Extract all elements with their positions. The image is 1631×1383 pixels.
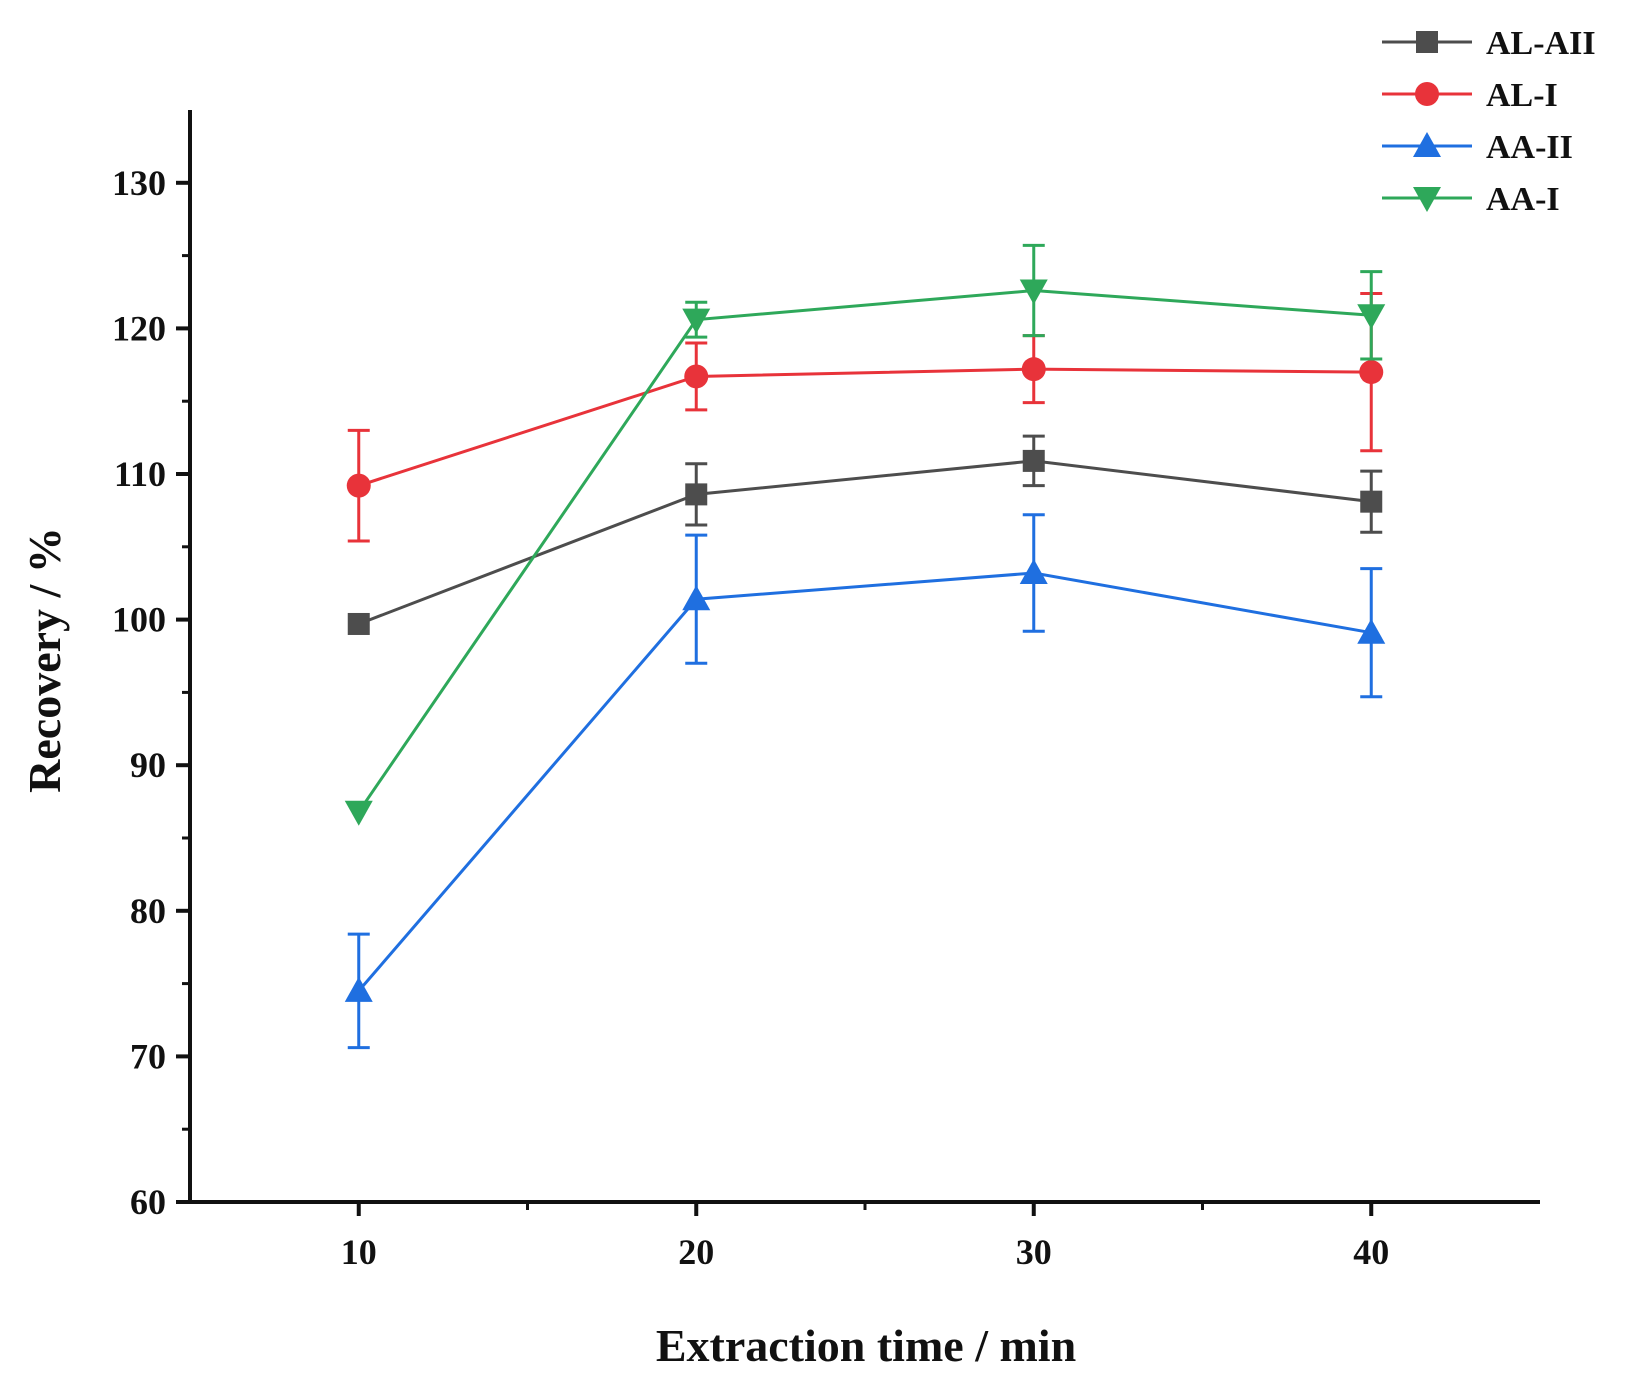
y-tick-label: 90 (130, 745, 166, 785)
series-line (357, 289, 1372, 813)
data-point (347, 612, 370, 635)
data-point (684, 364, 709, 389)
series-line (357, 571, 1372, 992)
y-tick-label: 110 (114, 454, 166, 494)
x-tick-label: 30 (1016, 1232, 1052, 1272)
legend-item: AL-AII (1382, 25, 1596, 62)
y-tick-label: 60 (130, 1182, 166, 1222)
data-point (1022, 449, 1045, 472)
legend-item: AL-I (1382, 77, 1558, 114)
series-line (358, 459, 1372, 626)
legend-label: AA-II (1486, 129, 1573, 166)
data-point (346, 473, 371, 498)
legend-marker (1413, 187, 1441, 212)
data-point (1357, 618, 1386, 644)
legend-item: AA-II (1382, 129, 1573, 166)
series-line (358, 367, 1372, 488)
series-layer (344, 243, 1386, 1050)
data-point (682, 308, 711, 334)
legend-marker (1413, 132, 1441, 157)
legend-marker (1416, 31, 1438, 53)
legend-item: AA-I (1382, 181, 1560, 218)
y-tick-label: 80 (130, 891, 166, 931)
legend-marker (1415, 82, 1439, 106)
data-point (1359, 360, 1384, 385)
data-point (1019, 279, 1048, 305)
data-point (344, 800, 373, 826)
x-tick-label: 40 (1353, 1232, 1389, 1272)
legend-label: AL-AII (1486, 25, 1596, 62)
y-tick-label: 70 (130, 1036, 166, 1076)
legend-label: AL-I (1486, 77, 1558, 114)
data-point (1360, 490, 1383, 513)
data-point (1357, 304, 1386, 330)
legend-label: AA-I (1486, 181, 1560, 218)
legend: AL-AII AL-I AA-II AA-I (1382, 25, 1596, 218)
data-point (1019, 559, 1048, 585)
x-axis-title: Extraction time / min (656, 1320, 1076, 1371)
data-point (344, 976, 373, 1002)
axes: 60 70 80 90 100 110 120 130 10 20 30 40 (112, 110, 1540, 1272)
data-point (1021, 357, 1046, 382)
x-tick-label: 20 (678, 1232, 714, 1272)
y-axis-title: Recovery / % (19, 527, 70, 793)
y-tick-label: 120 (112, 308, 166, 348)
y-tick-label: 100 (112, 600, 166, 640)
data-point (682, 585, 711, 611)
series-al-aii (347, 434, 1383, 635)
y-tick-label: 130 (112, 163, 166, 203)
series-aa-ii (344, 513, 1386, 1050)
series-aa-i (344, 243, 1386, 826)
data-point (685, 483, 708, 506)
x-tick-label: 10 (341, 1232, 377, 1272)
series-al-i (346, 291, 1384, 543)
